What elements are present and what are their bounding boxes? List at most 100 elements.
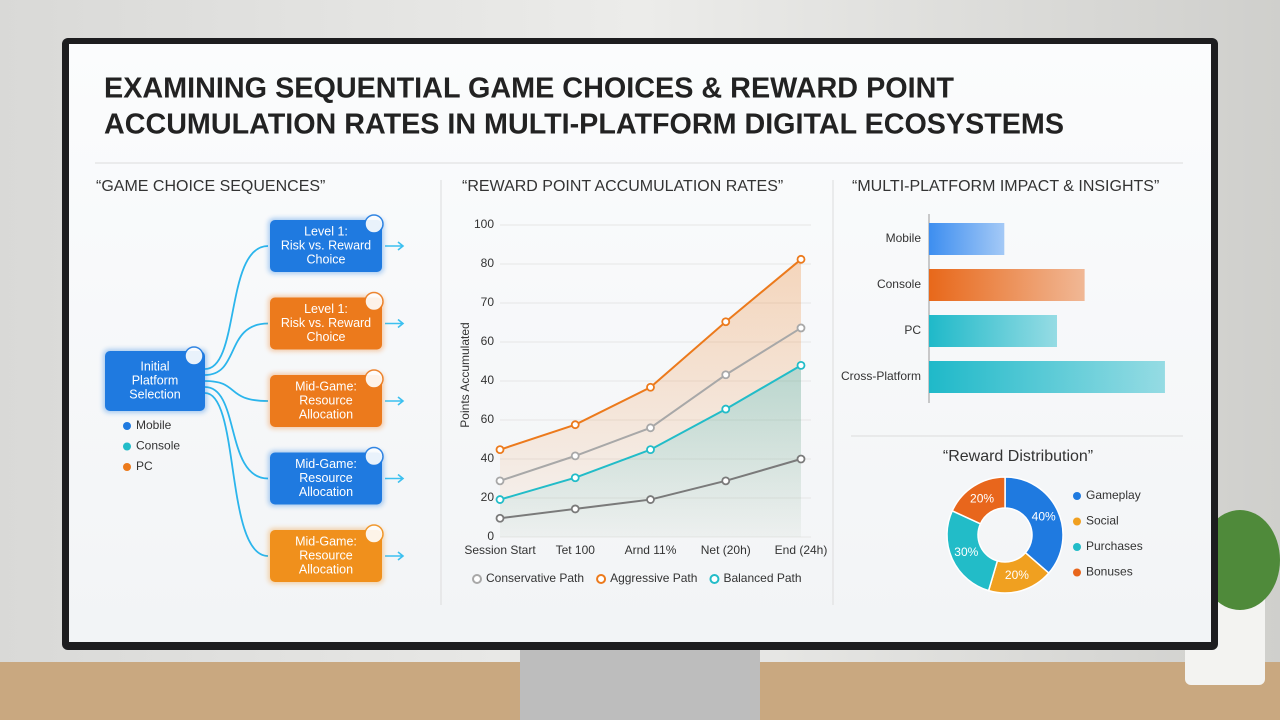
node-label: Selection [129,387,180,401]
y-tick-label: 0 [487,529,494,543]
point [646,382,655,392]
point [721,317,731,327]
point [721,404,731,414]
point [796,323,806,333]
point [495,495,505,504]
legend-label: PC [136,459,153,473]
connector [204,392,269,557]
plant [1200,510,1280,610]
legend-label: Gameplay [1086,488,1141,502]
bar [929,269,1085,301]
monitor-stand [520,640,760,720]
node-label: Allocation [299,485,353,499]
point [570,504,580,514]
node-label: Allocation [299,407,353,421]
point [570,420,580,430]
data-label: 20% [1005,568,1029,582]
data-label: 30% [954,545,978,559]
section-title: “Reward Distribution” [943,448,1093,465]
node-label: Resource [299,548,353,562]
x-tick-label: End (24h) [775,543,828,557]
y-tick-label: Mobile [886,231,922,245]
legend-label: Bonuses [1086,565,1133,579]
node-label: Mid-Game: [295,457,357,471]
legend-label: Conservative Path [486,571,584,585]
arrow [385,318,405,329]
legend-marker [596,574,607,584]
connector [204,322,269,376]
node-icon [364,214,384,234]
connector [204,245,269,370]
data-label: 40% [1032,510,1056,524]
point [646,445,655,455]
y-tick-label: 20 [481,490,495,504]
y-tick-label: 60 [481,334,495,348]
node [270,220,382,272]
section-title: “REWARD POINT ACCUMULATION RATES” [462,178,783,195]
node-label: Resource [299,393,353,407]
section-title: “GAME CHOICE SEQUENCES” [96,178,325,195]
y-tick-label: 100 [474,217,494,231]
point [796,254,806,264]
legend-label: Balanced Path [723,571,801,585]
node-label: Level 1: [304,302,348,316]
node-label: Level 1: [304,224,348,238]
bar [929,315,1058,347]
connector [204,380,269,402]
node-label: Resource [299,471,353,485]
legend-label: Console [136,439,180,453]
arrow [385,241,405,251]
legend-marker [472,574,482,584]
slice [946,509,999,592]
point [495,476,505,486]
y-axis-label: Points Accumulated [458,322,472,427]
connector [204,386,269,480]
node-label: Initial [140,359,169,373]
node [270,297,382,350]
bar [929,223,1005,255]
node-icon [364,291,384,312]
node-icon [184,346,204,366]
node [105,351,205,411]
x-tick-label: Tet 100 [556,543,596,557]
point [495,513,505,523]
x-tick-label: Session Start [464,543,536,557]
point [646,423,655,433]
legend-marker [709,574,720,584]
bar [929,361,1165,393]
legend-dot [123,422,131,430]
data-label: 20% [970,491,994,505]
y-tick-label: Console [877,277,921,291]
node [270,375,382,427]
point [495,445,505,455]
y-tick-label: 40 [481,451,495,465]
node-label: Allocation [299,562,353,576]
point [721,476,731,486]
point [796,360,806,370]
title-line: EXAMINING SEQUENTIAL GAME CHOICES & REWA… [104,73,954,105]
node-label: Risk vs. Reward [281,238,371,252]
point [721,370,731,380]
arrow [385,551,405,561]
node-label: Choice [307,252,346,266]
y-tick-label: Cross-Platform [841,369,921,383]
arrow [385,396,405,406]
legend-label: Social [1086,514,1119,528]
legend-dot [1073,568,1081,577]
x-tick-label: Arnd 11% [625,543,677,557]
legend-dot [123,463,131,471]
legend-dot [1073,517,1081,526]
section-title: “MULTI-PLATFORM IMPACT & INSIGHTS” [852,178,1159,195]
slice [951,476,1006,525]
y-tick-label: 70 [481,295,495,309]
y-tick-label: 60 [481,412,495,426]
arrow [385,473,405,484]
point [570,473,580,483]
x-tick-label: Net (20h) [701,543,751,557]
slice [1004,476,1064,575]
node [270,530,382,582]
legend-label: Aggressive Path [610,571,697,585]
node-label: Platform [132,373,179,387]
